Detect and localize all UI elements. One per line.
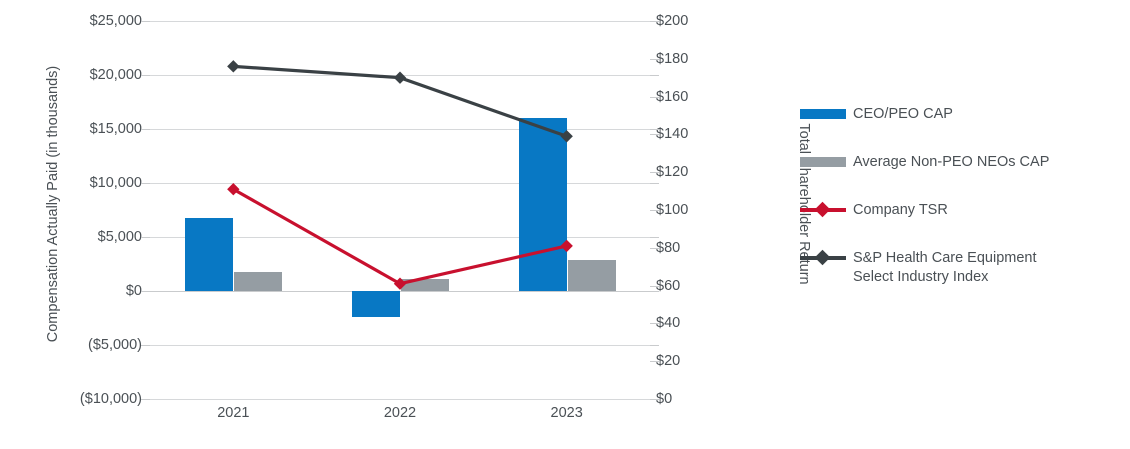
- line-series-group: [227, 60, 573, 290]
- plot-area: [141, 21, 659, 400]
- y-axis-right-tick-label: $0: [656, 391, 673, 407]
- axis-tick-mark: [141, 75, 150, 76]
- axis-tick-mark: [650, 129, 659, 130]
- y-axis-right-tick-label: $20: [656, 353, 681, 370]
- y-axis-right-tick-label: $200: [656, 13, 689, 29]
- y-axis-left-tick-label: $10,000: [89, 175, 142, 191]
- marker-sp-index-2022: [393, 71, 407, 84]
- axis-tick-mark: [650, 399, 659, 400]
- gridline: [150, 237, 650, 238]
- axis-tick-mark: [141, 129, 150, 130]
- line-company-tsr: [232, 187, 568, 286]
- gridline: [150, 399, 650, 400]
- axis-tick-mark: [650, 96, 659, 98]
- gridline: [150, 183, 650, 184]
- axis-tick-mark: [141, 237, 150, 238]
- axis-tick-mark: [141, 183, 150, 184]
- x-axis-label-2021: 2021: [217, 405, 250, 421]
- axis-tick-mark: [141, 291, 150, 292]
- marker-company-tsr-2022: [393, 277, 407, 290]
- axis-tick-mark: [650, 58, 659, 60]
- y-axis-left-tick-label: ($10,000): [79, 391, 142, 407]
- y-axis-right-tick-label: $120: [656, 164, 689, 181]
- legend-item-3[interactable]: Company TSR: [800, 201, 1120, 220]
- axis-tick-mark: [650, 291, 659, 292]
- y-axis-left-tick-label: $20,000: [89, 67, 142, 83]
- axis-tick-mark: [141, 345, 150, 346]
- axis-tick-mark: [650, 21, 659, 22]
- bar-avg-non-peo-neos-cap-2023: [567, 259, 616, 291]
- legend-item-4[interactable]: S&P Health Care Equipment Select Industr…: [800, 249, 1120, 287]
- y-axis-right-tick-label: $100: [656, 202, 689, 218]
- legend-item-1[interactable]: CEO/PEO CAP: [800, 105, 1120, 124]
- gridline: [150, 345, 650, 346]
- y-axis-left-ticks: $25,000 $20,000 $15,000 $10,000 $5,000 $0 ($5,…: [58, 0, 142, 449]
- gridline: [150, 129, 650, 130]
- y-axis-right-tick-label: $40: [656, 315, 681, 332]
- marker-company-tsr-2021: [227, 183, 240, 196]
- y-axis-right-tick-label: $60: [656, 277, 681, 294]
- axis-tick-mark: [141, 21, 150, 22]
- marker-sp-index-2023: [560, 130, 573, 143]
- bar-ceo-peo-cap-2021: [185, 218, 234, 291]
- bar-ceo-peo-cap-2023: [518, 118, 567, 291]
- legend-item-label: CEO/PEO CAP: [853, 106, 953, 122]
- axis-tick-mark: [650, 285, 659, 287]
- axis-tick-mark: [650, 345, 659, 346]
- axis-tick-mark: [141, 399, 150, 400]
- x-axis-label-2023: 2023: [550, 405, 583, 421]
- axis-tick-mark: [650, 237, 659, 238]
- axis-tick-mark: [650, 172, 659, 174]
- legend-item-label: Average Non-PEO NEOs CAP: [853, 154, 1050, 170]
- y-axis-right-tick-label: $180: [656, 50, 689, 67]
- y-axis-right-tick-label: $140: [656, 126, 689, 143]
- marker-company-tsr-2023: [560, 239, 573, 253]
- axis-tick-mark: [650, 134, 659, 136]
- y-axis-right-tick-label: $80: [656, 239, 681, 256]
- legend-item-label: Company TSR: [853, 202, 948, 218]
- axis-tick-mark: [650, 183, 659, 184]
- chart-legend: CEO/PEO CAP Average Non-PEO NEOs CAP Compa…: [800, 105, 1120, 287]
- x-axis-label-2022: 2022: [383, 405, 417, 421]
- y-axis-left-tick-label: ($5,000): [87, 337, 142, 353]
- line-diamond-red-icon: [800, 201, 846, 218]
- legend-item-2[interactable]: Average Non-PEO NEOs CAP: [800, 153, 1120, 172]
- axis-tick-mark: [650, 361, 659, 363]
- bar-ceo-peo-cap-2022: [352, 291, 400, 317]
- y-axis-left-tick-label: $25,000: [89, 13, 142, 29]
- axis-tick-mark: [650, 210, 659, 211]
- y-axis-right-ticks: $200 $180 $160 $140 $120 $100 $80 $60 $40 $20 $0: [656, 0, 716, 449]
- marker-sp-index-2021: [227, 60, 240, 73]
- y-axis-left-tick-label: $15,000: [89, 121, 142, 137]
- bar-avg-non-peo-neos-cap-2021: [234, 272, 283, 291]
- axis-tick-mark: [650, 75, 659, 76]
- gridline: [150, 21, 650, 22]
- axis-tick-mark: [650, 323, 659, 325]
- bar-swatch-blue-icon: [800, 105, 846, 122]
- bar-swatch-gray-icon: [800, 153, 846, 170]
- legend-item-label: S&P Health Care Equipment Select Industr…: [853, 250, 1037, 285]
- y-axis-left-tick-label: $5,000: [97, 229, 142, 245]
- line-diamond-dark-icon: [800, 249, 846, 266]
- gridline: [150, 291, 650, 292]
- y-axis-left-tick-label: $0: [125, 283, 142, 299]
- y-axis-right-tick-label: $160: [656, 88, 689, 105]
- axis-tick-mark: [650, 247, 659, 249]
